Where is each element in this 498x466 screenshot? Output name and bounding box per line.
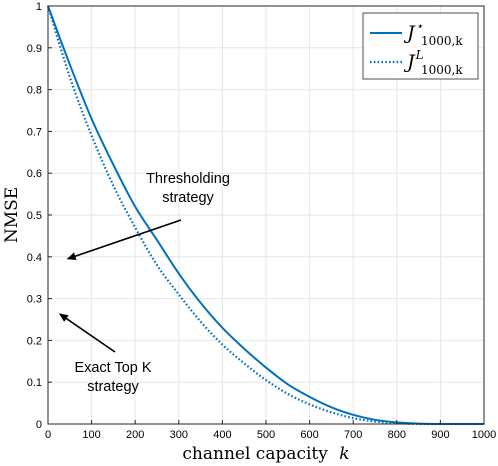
y-axis-label: NMSE [2,187,22,243]
x-tick-label-7: 700 [344,429,362,441]
series-layer [46,5,484,426]
axis-ticks: 0 100 200 300 400 500 600 700 800 900 1000 0 0.1 0.2 0… [27,1,497,441]
y-tick-label-8: 0.8 [27,85,42,97]
legend-label-1-base: J [403,51,416,73]
legend-label-0-sup: ⋆ [416,19,424,33]
x-axis-label-var: k [339,444,349,464]
legend-label-0-sub: 1000,k [421,34,463,48]
annotation-1-line-0: Exact Top K [74,360,151,376]
legend-label-1-sub: 1000,k [421,63,463,77]
y-tick-label-9: 0.9 [27,43,42,55]
x-tick-label-3: 300 [170,429,188,441]
legend: J⋆ 1000,kJL 1000,k [362,12,479,80]
annotation-arrow-0 [66,219,182,260]
y-tick-label-2: 0.2 [27,335,42,347]
y-tick-label-0: 0 [36,419,42,431]
annotation-0-line-1: strategy [162,190,214,206]
y-tick-label-5: 0.5 [27,210,42,222]
annotation-arrow-1 [59,313,116,353]
legend-label-0: J⋆ 1000,k [403,19,463,48]
y-tick-label-10: 1 [36,1,42,13]
annotation-text-1: Exact Top K strategy [74,360,151,395]
x-axis-label-main: channel capacity [182,444,328,464]
y-tick-label-3: 0.3 [27,294,42,306]
series-line-1 [46,5,484,426]
annotations: Thresholding strategy Exact Top K strategy [59,171,230,395]
x-tick-label-0: 0 [45,429,51,441]
x-tick-label-4: 400 [213,429,231,441]
x-tick-label-1: 100 [82,429,100,441]
x-tick-label-6: 600 [300,429,318,441]
x-tick-label-9: 900 [431,429,449,441]
y-tick-label-7: 0.7 [27,126,42,138]
x-tick-label-10: 1000 [472,429,496,441]
y-tick-label-6: 0.6 [27,168,42,180]
y-tick-label-4: 0.4 [27,252,42,264]
legend-label-1: JL 1000,k [403,48,463,77]
x-tick-label-5: 500 [257,429,275,441]
x-tick-label-8: 800 [388,429,406,441]
y-tick-label-1: 0.1 [27,377,42,389]
x-tick-label-2: 200 [126,429,144,441]
annotation-text-0: Thresholding strategy [146,171,230,206]
annotation-0-line-0: Thresholding [146,171,230,187]
series-line-0 [47,5,484,425]
x-axis-label: channel capacity k [182,444,349,464]
legend-label-1-sup: L [415,48,424,62]
legend-box [362,12,479,80]
annotation-1-line-1: strategy [87,379,139,395]
legend-label-0-base: J [403,22,416,44]
